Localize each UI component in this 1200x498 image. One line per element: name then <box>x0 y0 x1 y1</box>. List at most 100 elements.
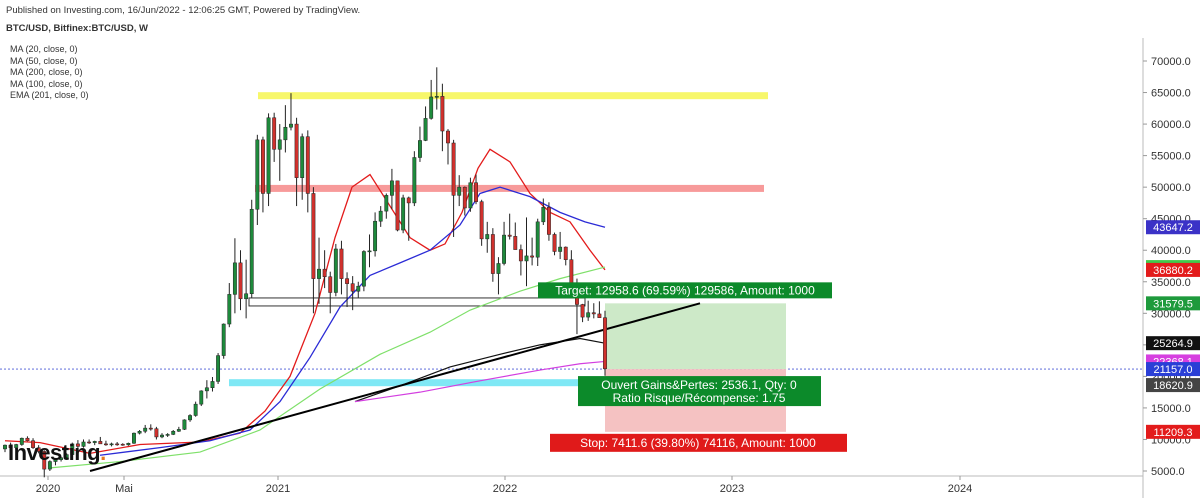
candle-body[interactable] <box>300 136 305 178</box>
candle-body[interactable] <box>423 118 428 141</box>
open-pnl-box[interactable] <box>578 376 821 407</box>
candle-body[interactable] <box>182 419 187 430</box>
candle-body[interactable] <box>591 312 596 315</box>
candle-body[interactable] <box>406 197 411 204</box>
candle-body[interactable] <box>25 437 30 441</box>
indicator-ma50[interactable]: MA (50, close, 0) <box>10 55 78 66</box>
candle-body[interactable] <box>109 443 114 446</box>
candle-body[interactable] <box>294 123 299 178</box>
candle-body[interactable] <box>42 451 47 470</box>
candle-body[interactable] <box>490 234 495 274</box>
indicator-ma200[interactable]: MA (200, close, 0) <box>10 67 83 77</box>
candle-body[interactable] <box>389 180 394 196</box>
candle-body[interactable] <box>434 96 439 98</box>
candle-body[interactable] <box>148 427 153 430</box>
candle-body[interactable] <box>328 276 333 293</box>
candle-body[interactable] <box>120 443 125 446</box>
candle-body[interactable] <box>552 234 557 252</box>
candle-body[interactable] <box>457 186 462 196</box>
candle-body[interactable] <box>468 182 473 209</box>
candle-body[interactable] <box>541 207 546 223</box>
candle-body[interactable] <box>115 443 120 446</box>
resistance-mid-zone[interactable] <box>255 184 764 192</box>
candle-body[interactable] <box>81 441 86 447</box>
candle-body[interactable] <box>87 441 92 444</box>
candle-body[interactable] <box>36 447 41 452</box>
candle-body[interactable] <box>485 234 490 240</box>
stop-label-box[interactable] <box>550 433 847 452</box>
candle-body[interactable] <box>580 304 585 318</box>
candle-body[interactable] <box>395 180 400 231</box>
candle-body[interactable] <box>199 390 204 405</box>
candle-body[interactable] <box>311 193 316 279</box>
candle-body[interactable] <box>322 268 327 277</box>
gray-box-zone[interactable] <box>248 297 586 307</box>
candle-body[interactable] <box>440 96 445 132</box>
candle-body[interactable] <box>474 182 478 202</box>
candle-body[interactable] <box>378 210 383 222</box>
candle-body[interactable] <box>345 278 349 284</box>
candle-body[interactable] <box>255 139 260 210</box>
candle-body[interactable] <box>451 142 456 196</box>
candle-body[interactable] <box>216 355 221 382</box>
candle-body[interactable] <box>361 251 366 287</box>
candle-body[interactable] <box>563 246 568 260</box>
candle-body[interactable] <box>143 427 148 432</box>
candle-body[interactable] <box>238 262 243 300</box>
candle-body[interactable] <box>53 459 58 462</box>
candle-body[interactable] <box>98 441 103 445</box>
candle-body[interactable] <box>289 123 293 128</box>
candle-body[interactable] <box>283 126 288 141</box>
candle-body[interactable] <box>546 207 551 235</box>
candle-body[interactable] <box>277 139 282 150</box>
candle-body[interactable] <box>333 248 338 293</box>
resistance-top-zone[interactable] <box>258 92 768 100</box>
candle-body[interactable] <box>154 428 159 438</box>
candle-body[interactable] <box>524 255 529 262</box>
candle-body[interactable] <box>227 294 232 325</box>
candle-body[interactable] <box>8 444 13 448</box>
candle-body[interactable] <box>384 195 389 212</box>
candle-body[interactable] <box>597 313 602 318</box>
candle-body[interactable] <box>3 444 7 450</box>
candle-body[interactable] <box>429 96 434 119</box>
candle-body[interactable] <box>339 248 344 279</box>
candle-body[interactable] <box>193 403 198 416</box>
candle-body[interactable] <box>317 268 321 279</box>
indicator-ema201[interactable]: EMA (201, close, 0) <box>10 90 89 100</box>
candle-body[interactable] <box>535 221 540 258</box>
candle-body[interactable] <box>373 220 378 252</box>
candle-body[interactable] <box>92 441 97 443</box>
candle-body[interactable] <box>249 208 254 295</box>
candle-body[interactable] <box>418 140 422 158</box>
candle-body[interactable] <box>221 323 226 356</box>
candle-body[interactable] <box>558 246 563 252</box>
candle-body[interactable] <box>586 312 591 318</box>
candle-body[interactable] <box>462 186 467 209</box>
candle-body[interactable] <box>603 317 607 370</box>
candle-body[interactable] <box>210 381 215 388</box>
candle-body[interactable] <box>14 444 19 448</box>
indicator-ma100[interactable]: MA (100, close, 0) <box>10 78 83 89</box>
candle-body[interactable] <box>232 262 237 295</box>
candle-body[interactable] <box>367 250 372 253</box>
candle-body[interactable] <box>204 387 209 392</box>
candle-body[interactable] <box>530 255 535 258</box>
candle-body[interactable] <box>104 443 108 446</box>
candle-body[interactable] <box>266 117 271 194</box>
candle-body[interactable] <box>356 285 361 292</box>
candle-body[interactable] <box>496 263 501 274</box>
profit-zone[interactable] <box>605 303 786 370</box>
candle-body[interactable] <box>479 201 484 240</box>
candle-body[interactable] <box>272 117 277 150</box>
target-label-box[interactable] <box>538 282 832 299</box>
candle-body[interactable] <box>412 157 417 204</box>
candle-body[interactable] <box>261 139 265 194</box>
candle-body[interactable] <box>244 293 249 300</box>
candle-body[interactable] <box>513 236 518 250</box>
candle-body[interactable] <box>350 283 355 292</box>
candle-body[interactable] <box>126 442 131 446</box>
candle-body[interactable] <box>132 432 136 444</box>
candle-body[interactable] <box>165 434 170 436</box>
candle-body[interactable] <box>160 434 164 438</box>
